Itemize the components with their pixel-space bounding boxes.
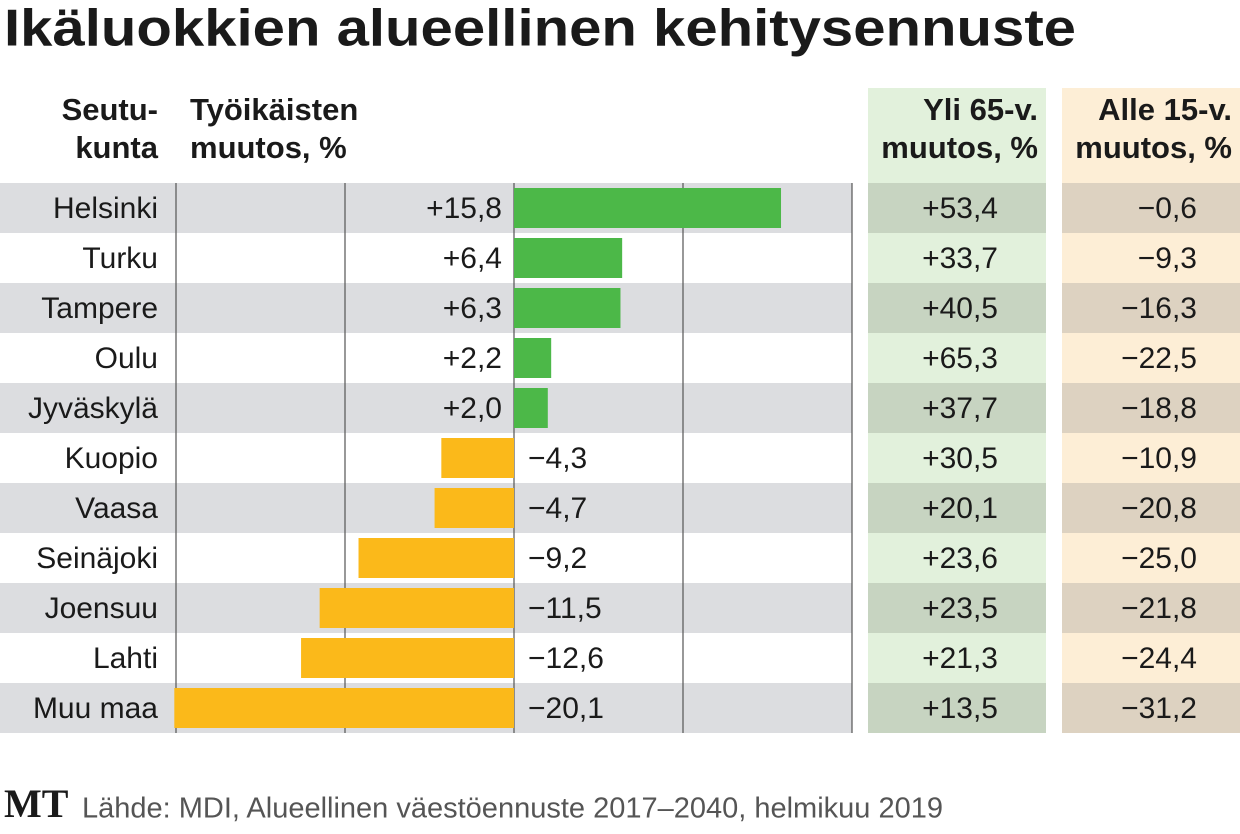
table-cell: +65,3 <box>922 342 998 375</box>
value-label: −4,7 <box>528 492 587 525</box>
bar <box>514 238 623 278</box>
table-cell: −21,8 <box>1121 592 1197 625</box>
bar <box>514 338 552 378</box>
category-label: Helsinki <box>53 192 158 225</box>
value-label: −9,2 <box>528 542 587 575</box>
value-label: −11,5 <box>528 592 602 625</box>
column-header: Seutu- <box>62 92 158 127</box>
table-cell: +33,7 <box>922 242 998 275</box>
table-cell: −25,0 <box>1121 542 1197 575</box>
value-label: +15,8 <box>426 192 502 225</box>
chart-title: Ikäluokkien alueellinen kehitysennuste <box>4 0 1076 58</box>
column-header: muutos, % <box>1075 130 1232 165</box>
bar <box>441 438 514 478</box>
table-cell: +23,6 <box>922 542 998 575</box>
bar <box>319 588 514 628</box>
value-label: −4,3 <box>528 442 587 475</box>
table-cell: +13,5 <box>922 692 998 725</box>
table-cell: −31,2 <box>1121 692 1197 725</box>
column-header: Työikäisten <box>190 92 358 127</box>
table-cell: −9,3 <box>1138 242 1197 275</box>
row-shade <box>868 583 1046 633</box>
row-shade <box>1062 183 1240 233</box>
row-shade <box>868 383 1046 433</box>
category-label: Oulu <box>95 342 158 375</box>
category-label: Jyväskylä <box>28 392 158 425</box>
column-header: kunta <box>75 130 158 165</box>
table-cell: −10,9 <box>1121 442 1197 475</box>
bar <box>358 538 514 578</box>
column-header: Alle 15-v. <box>1098 92 1232 127</box>
column-header: muutos, % <box>881 130 1038 165</box>
table-cell: +37,7 <box>922 392 998 425</box>
row-shade <box>1062 683 1240 733</box>
category-label: Joensuu <box>45 592 158 625</box>
bar <box>514 188 782 228</box>
table-cell: −20,8 <box>1121 492 1197 525</box>
row-shade <box>868 283 1046 333</box>
value-label: +6,3 <box>443 292 502 325</box>
table-cell: +30,5 <box>922 442 998 475</box>
table-cell: +23,5 <box>922 592 998 625</box>
row-shade <box>868 483 1046 533</box>
row-shade <box>1062 583 1240 633</box>
category-label: Kuopio <box>65 442 158 475</box>
value-label: +6,4 <box>443 242 502 275</box>
logo: MT <box>4 781 69 826</box>
table-cell: +21,3 <box>922 642 998 675</box>
row-shade <box>1062 483 1240 533</box>
bar <box>514 288 621 328</box>
bar <box>514 388 548 428</box>
column-header: Yli 65-v. <box>923 92 1038 127</box>
category-label: Seinäjoki <box>36 542 158 575</box>
value-label: +2,2 <box>443 342 502 375</box>
category-label: Muu maa <box>33 692 158 725</box>
column-header: muutos, % <box>190 130 347 165</box>
table-cell: −24,4 <box>1121 642 1197 675</box>
row-shade <box>0 283 852 333</box>
table-cell: +40,5 <box>922 292 998 325</box>
category-label: Tampere <box>41 292 158 325</box>
value-label: −12,6 <box>528 642 604 675</box>
category-label: Vaasa <box>75 492 158 525</box>
row-shade <box>0 483 852 533</box>
category-label: Turku <box>82 242 158 275</box>
value-label: +2,0 <box>443 392 502 425</box>
bar <box>301 638 514 678</box>
row-shade <box>1062 283 1240 333</box>
row-shade <box>868 683 1046 733</box>
table-cell: −0,6 <box>1138 192 1197 225</box>
bar <box>174 688 514 728</box>
value-label: −20,1 <box>528 692 604 725</box>
category-label: Lahti <box>93 642 158 675</box>
table-cell: −22,5 <box>1121 342 1197 375</box>
table-cell: −16,3 <box>1121 292 1197 325</box>
bar <box>434 488 514 528</box>
row-shade <box>1062 383 1240 433</box>
table-cell: +20,1 <box>922 492 998 525</box>
table-cell: −18,8 <box>1121 392 1197 425</box>
source: Lähde: MDI, Alueellinen väestöennuste 20… <box>82 793 943 825</box>
table-cell: +53,4 <box>922 192 998 225</box>
row-shade <box>868 183 1046 233</box>
row-shade <box>0 383 852 433</box>
